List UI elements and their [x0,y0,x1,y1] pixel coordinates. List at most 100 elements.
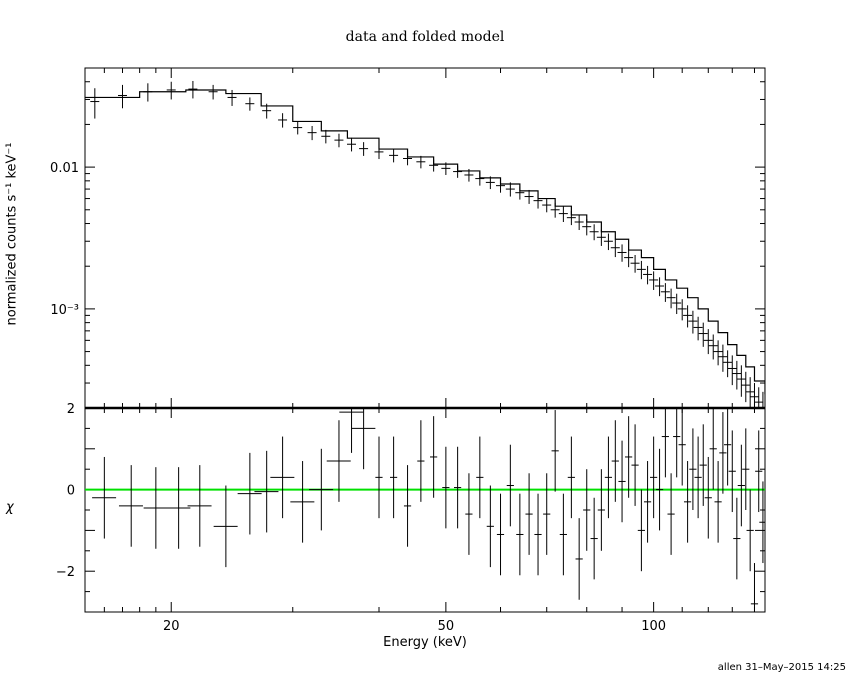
residual-point [699,424,707,506]
data-point [208,84,218,100]
data-point [524,189,534,204]
data-point [617,244,627,262]
residual-point [486,485,494,568]
residual-point [326,420,351,502]
data-point [321,129,331,144]
residual-point [465,473,473,555]
x-tick-label: 20 [163,619,180,634]
residual-point [506,444,514,527]
data-point [441,162,451,175]
data-point [307,125,317,141]
data-point [703,329,713,355]
residual-point [750,563,759,612]
residual-point [759,481,765,564]
data-point [624,249,634,268]
data-point [708,334,718,360]
residual-point [187,465,212,547]
y-tick-label-bottom: −2 [56,565,75,580]
residual-point [339,408,364,453]
data-point [475,172,485,186]
residual-point [575,518,583,600]
residual-point [290,461,315,543]
residual-point [667,473,675,555]
data-point [713,340,723,366]
residual-point [166,467,191,549]
data-point [660,283,670,302]
residual-point [516,493,524,576]
residual-point [742,428,750,510]
data-point [758,391,765,408]
data-point [749,383,759,408]
residual-point [551,410,559,492]
data-point [117,84,127,109]
data-point [464,168,474,182]
residual-point [597,469,605,551]
data-point [505,182,515,197]
residual-point [543,473,551,555]
data-point [533,193,543,209]
residual-point [661,408,669,478]
y-tick-label-bottom: 2 [67,402,75,417]
residual-point [525,473,533,555]
data-point [389,149,399,163]
data-point [347,137,357,152]
data-point [732,360,742,390]
residual-point [643,461,652,543]
data-point [655,277,665,297]
residual-point [417,420,425,502]
residual-point [631,424,639,506]
residual-point [389,436,398,519]
data-point [727,355,737,386]
data-point [677,299,687,321]
data-point [643,265,653,285]
residual-point [724,408,732,486]
data-point [166,81,176,100]
residual-point [375,436,383,519]
residual-point [254,450,279,533]
top-panel-frame [84,67,766,409]
data-point [683,305,693,328]
data-point [698,322,708,347]
residual-point [213,485,238,568]
x-tick-label: 100 [641,619,666,634]
data-point [515,186,525,200]
residual-point [143,467,168,549]
residual-point [719,412,727,494]
chart-title: data and folded model [345,29,505,45]
data-point [542,198,552,213]
data-point [262,103,272,119]
residual-point [118,465,143,547]
residual-point [737,444,745,527]
bottom-panel-frame [84,407,766,613]
residual-point [237,452,262,535]
residual-point [590,497,598,580]
data-point [90,88,100,119]
data-point [723,350,733,378]
data-point [227,89,237,106]
data-point [745,377,755,408]
residual-point [559,493,567,576]
residual-point [618,440,626,523]
data-point [334,133,344,148]
residual-point [309,448,334,531]
data-point [550,202,560,218]
residual-point [567,436,575,519]
residual-point [704,456,712,539]
data-point [188,80,198,99]
residual-point [755,430,763,513]
residual-point [714,461,722,543]
residual-point [351,408,376,470]
residual-point [728,430,736,513]
data-point [693,316,703,341]
residual-point [650,436,658,519]
data-point [596,229,606,246]
residual-point [637,489,645,572]
data-point [558,206,568,223]
footer-timestamp: allen 31–May–2015 14:25 [717,662,846,673]
residual-point [430,416,438,498]
data-point [603,233,613,251]
residual-point [583,469,591,551]
data-point [143,83,153,102]
data-point [429,159,439,172]
